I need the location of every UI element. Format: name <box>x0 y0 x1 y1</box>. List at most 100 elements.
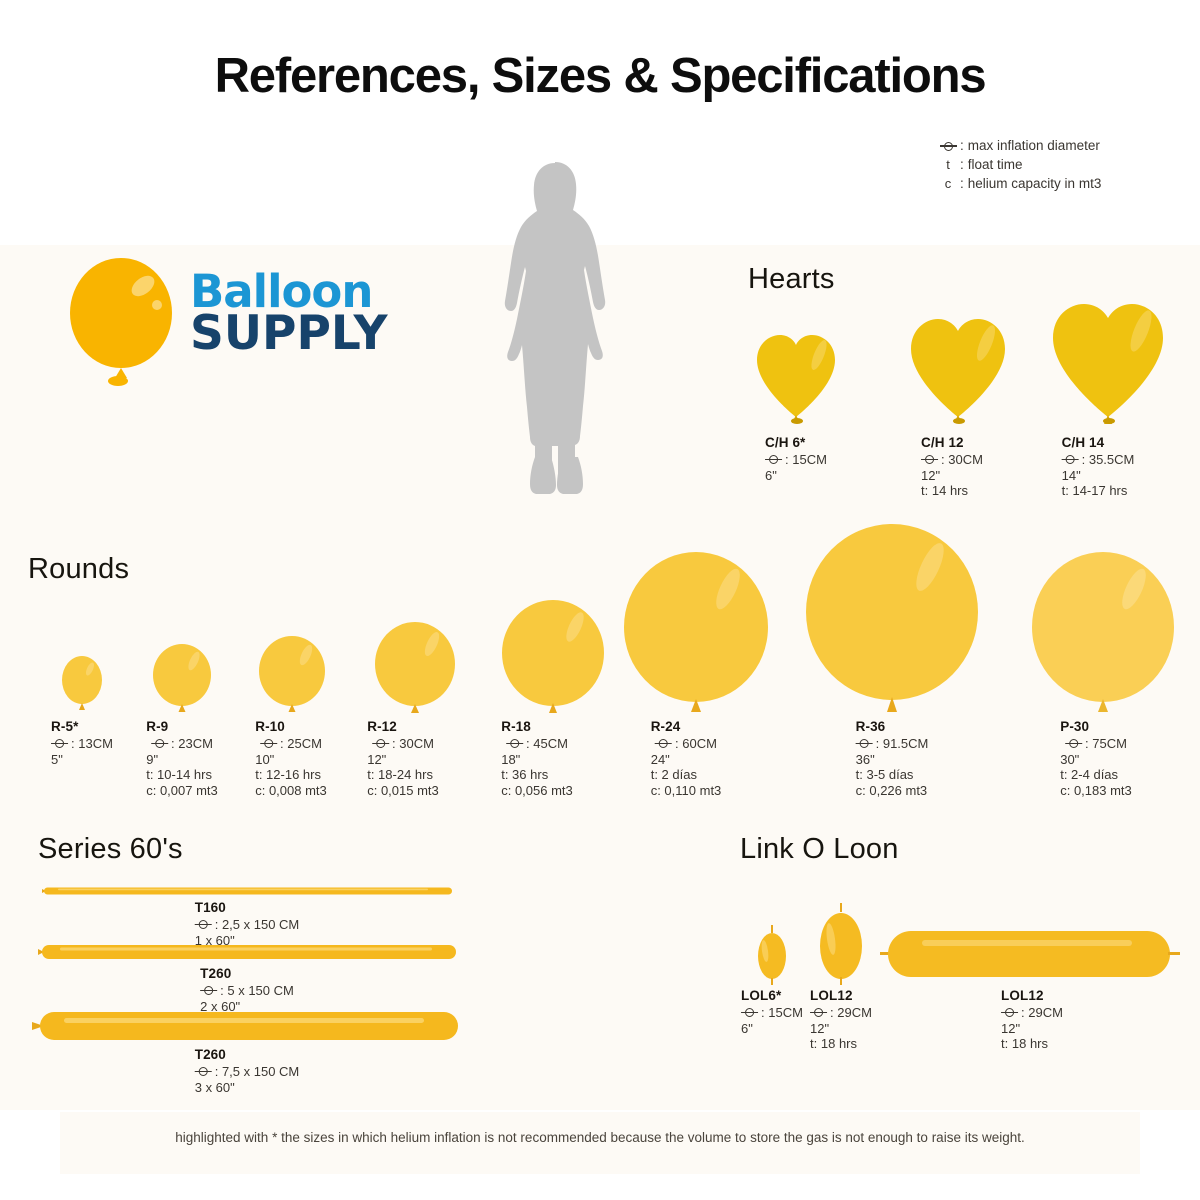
woman-scale-silhouette <box>480 155 630 510</box>
spec-diameter: : 91.5CM <box>855 736 928 752</box>
series-spec-t260-a: T260 : 5 x 150 CM 2 x 60" <box>200 966 294 1014</box>
heart-balloon-icon <box>1045 291 1171 430</box>
logo-word-supply: SUPPLY <box>190 306 388 361</box>
diameter-icon <box>194 919 212 930</box>
spec-diameter: : 30CM <box>921 452 983 468</box>
spec-inches: 10" <box>255 751 275 767</box>
section-title-hearts: Hearts <box>748 263 835 295</box>
diameter-icon <box>1001 1007 1019 1018</box>
spec-diameter: : 13CM <box>51 736 113 752</box>
spec-diameter: : 30CM <box>367 736 439 752</box>
spec-capacity: c: 0,183 mt3 <box>1060 782 1132 798</box>
diameter-icon <box>194 1066 212 1077</box>
diameter-icon <box>921 454 939 465</box>
heart-item-ch14[interactable] <box>1028 296 1188 430</box>
spec-float-time: t: 2 días <box>650 767 697 782</box>
spec-float-time: t: 3-5 días <box>855 767 914 782</box>
heart-item-ch12[interactable] <box>888 308 1028 430</box>
legend: : max inflation diameter t : float time … <box>938 136 1101 193</box>
spec-name: LOL6* <box>741 988 782 1003</box>
round-balloon-icon <box>149 643 215 718</box>
spec-name: C/H 14 <box>1061 435 1105 450</box>
spec-inches: 9" <box>146 751 159 767</box>
round-item-r24[interactable] <box>606 552 786 718</box>
twist-balloon-t160-icon[interactable] <box>38 884 458 898</box>
spec-diameter: : 45CM <box>501 736 573 752</box>
footer-band <box>60 1112 1140 1174</box>
linkoloon-lol12-oval-icon[interactable] <box>812 903 870 985</box>
spec-inches: 24" <box>650 751 670 767</box>
spec-inches: 18" <box>501 751 521 767</box>
spec-diameter: : 35.5CM <box>1061 452 1134 468</box>
heart-spec-ch14: C/H 14 : 35.5CM 14" t: 14-17 hrs <box>1061 435 1134 499</box>
round-item-r36[interactable] <box>792 524 992 718</box>
float-time-key: t <box>946 157 950 172</box>
round-item-r5[interactable] <box>42 656 122 718</box>
legend-separator: : <box>960 157 964 172</box>
section-title-rounds: Rounds <box>28 553 130 585</box>
spec-diameter: : 23CM <box>146 736 218 752</box>
legend-label-capacity: helium capacity in mt3 <box>967 176 1102 191</box>
spec-diameter: : 25CM <box>255 736 327 752</box>
spec-name: R-5* <box>51 719 79 734</box>
spec-capacity: c: 0,015 mt3 <box>367 782 439 798</box>
spec-float-time: t: 10-14 hrs <box>146 767 212 782</box>
spec-inches: 12" <box>921 467 941 483</box>
spec-diameter: : 5 x 150 CM <box>200 983 294 999</box>
round-balloon-icon <box>802 523 982 718</box>
section-title-linkoloon: Link O Loon <box>740 833 899 865</box>
spec-name: R-9 <box>146 719 169 734</box>
round-spec-r24: R-24 : 60CM 24" t: 2 días c: 0,110 mt3 <box>651 719 722 798</box>
spec-name: T260 <box>194 1047 226 1062</box>
spec-float-time: t: 14 hrs <box>921 483 969 498</box>
linkoloon-spec-lol12-oval: LOL12 : 29CM 12" t: 18 hrs <box>810 988 872 1052</box>
spec-inches: 3 x 60" <box>194 1079 235 1095</box>
page-title: References, Sizes & Specifications <box>214 49 987 103</box>
diameter-icon <box>655 738 673 749</box>
round-spec-r36: R-36 : 91.5CM 36" t: 3-5 días c: 0,226 m… <box>855 719 928 798</box>
spec-inches: 1 x 60" <box>194 932 235 948</box>
twist-balloon-t260a-icon[interactable] <box>34 941 460 963</box>
round-spec-r18: R-18 : 45CM 18" t: 36 hrs c: 0,056 mt3 <box>501 719 573 798</box>
diameter-icon <box>810 1007 828 1018</box>
linkoloon-lol6-icon[interactable] <box>750 925 794 985</box>
capacity-key: c <box>944 176 952 191</box>
legend-label-float-time: float time <box>967 157 1023 172</box>
spec-inches: 12" <box>1001 1020 1021 1036</box>
round-item-r18[interactable] <box>478 600 628 718</box>
diameter-icon <box>260 738 278 749</box>
linkoloon-spec-lol12-long: LOL12 : 29CM 12" t: 18 hrs <box>1001 988 1063 1052</box>
round-balloon-icon <box>371 621 459 718</box>
spec-float-time: t: 18 hrs <box>1001 1036 1049 1051</box>
round-item-r10[interactable] <box>236 636 348 718</box>
round-item-r12[interactable] <box>350 622 480 718</box>
diameter-icon <box>51 738 69 749</box>
heart-spec-ch6: C/H 6* : 15CM 6" <box>765 435 827 483</box>
round-balloon-icon <box>59 655 105 718</box>
spec-capacity: c: 0,007 mt3 <box>146 782 218 798</box>
round-spec-r10: R-10 : 25CM 10" t: 12-16 hrs c: 0,008 mt… <box>255 719 327 798</box>
spec-capacity: c: 0,008 mt3 <box>255 782 327 798</box>
linkoloon-spec-lol6: LOL6* : 15CM 6" <box>741 988 803 1036</box>
round-spec-r9: R-9 : 23CM 9" t: 10-14 hrs c: 0,007 mt3 <box>146 719 218 798</box>
twist-balloon-t260b-icon[interactable] <box>30 1008 462 1044</box>
round-spec-r12: R-12 : 30CM 12" t: 18-24 hrs c: 0,015 mt… <box>367 719 439 798</box>
spec-float-time: t: 14-17 hrs <box>1061 483 1128 498</box>
spec-name: C/H 12 <box>921 435 964 450</box>
spec-float-time: t: 18 hrs <box>810 1036 858 1051</box>
round-item-p30[interactable] <box>1018 552 1188 718</box>
legend-separator: : <box>960 138 964 153</box>
spec-capacity: c: 0,110 mt3 <box>650 782 722 798</box>
heart-item-ch6[interactable] <box>736 320 856 430</box>
spec-name: T160 <box>194 900 226 915</box>
spec-inches: 30" <box>1060 751 1080 767</box>
heart-balloon-icon <box>751 325 841 430</box>
round-spec-r5: R-5* : 13CM 5" <box>51 719 113 767</box>
spec-name: T260 <box>200 966 232 981</box>
round-item-r9[interactable] <box>130 644 234 718</box>
legend-item-capacity: c : helium capacity in mt3 <box>938 174 1102 193</box>
legend-separator: : <box>960 176 964 191</box>
heart-spec-ch12: C/H 12 : 30CM 12" t: 14 hrs <box>921 435 983 499</box>
linkoloon-lol12-long-icon[interactable] <box>880 925 1180 983</box>
diameter-icon <box>151 738 169 749</box>
